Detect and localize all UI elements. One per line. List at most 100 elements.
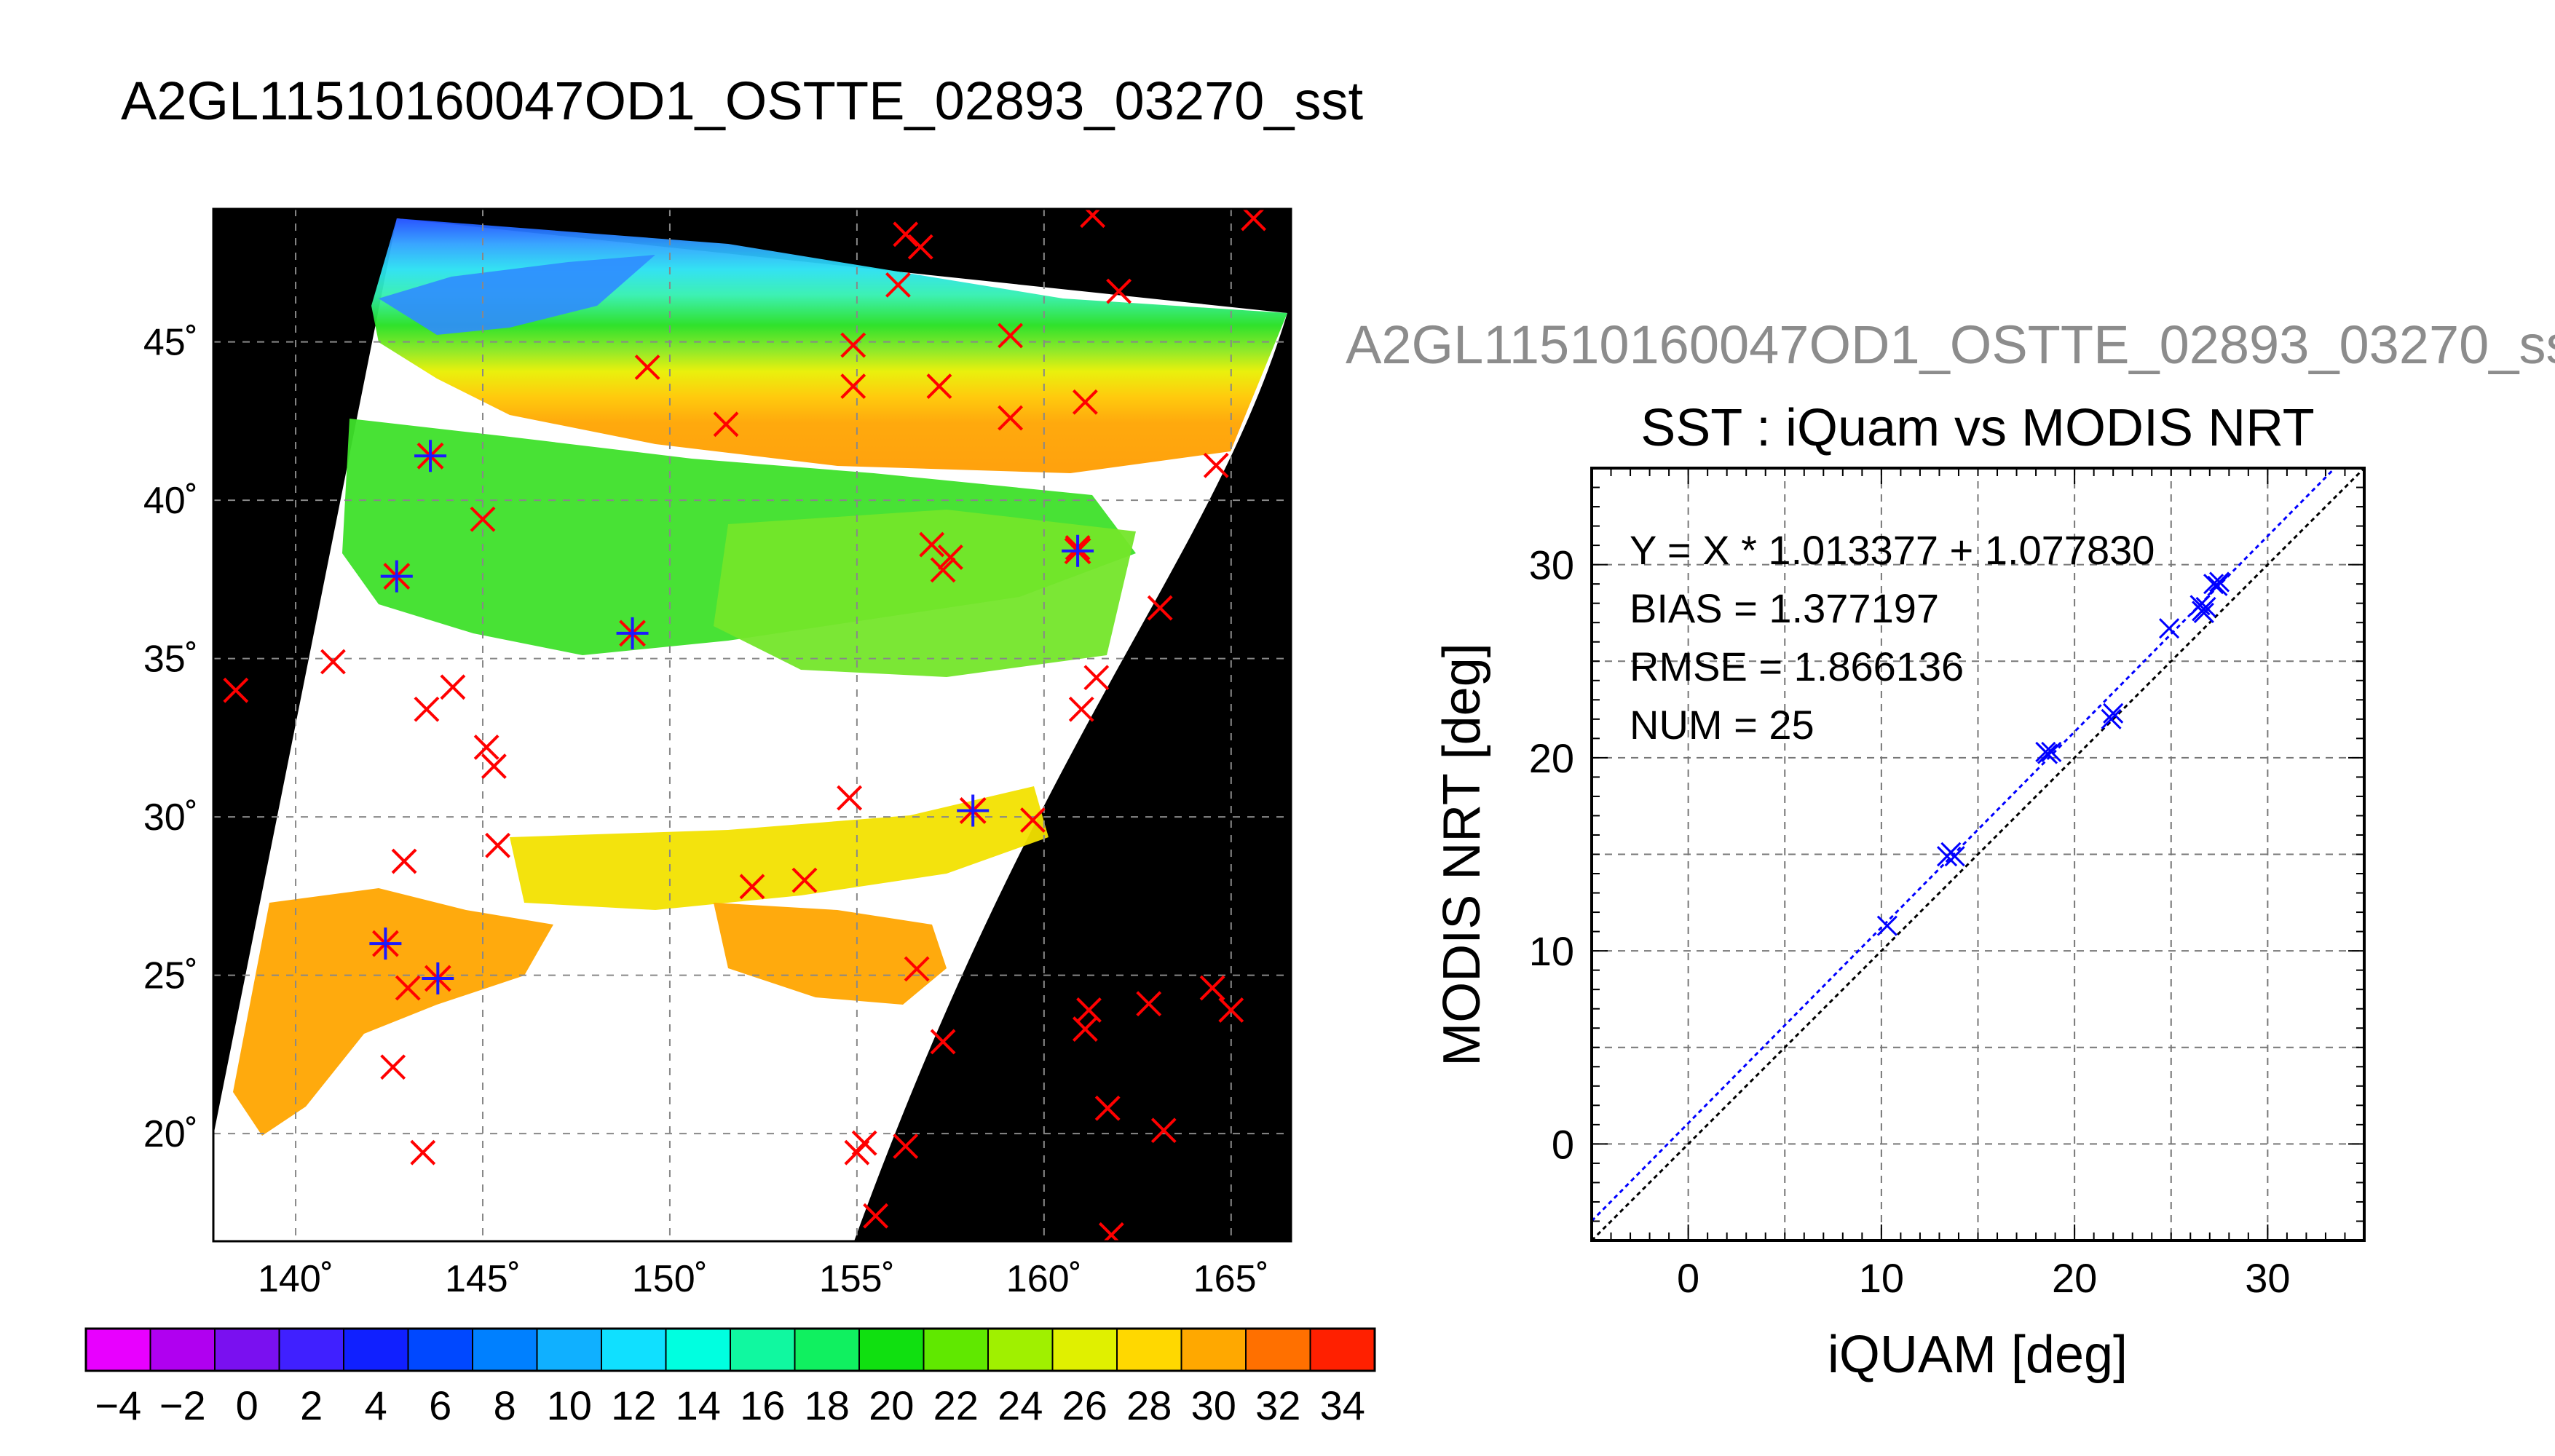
map-matchup-marker: [840, 332, 866, 358]
map-lon-tick-label: 165˚: [1193, 1258, 1269, 1300]
map-lat-tick-label: 45˚: [143, 322, 198, 364]
colorbar-tick-label: 8: [494, 1382, 516, 1428]
stats-annotation: Y = X * 1.013377 + 1.077830: [1630, 527, 2155, 573]
map-matchup-marker: [863, 1203, 888, 1229]
map-matchup-marker: [851, 1130, 877, 1156]
map-matchup-marker: [1150, 1117, 1177, 1144]
map-matchup-marker: [485, 832, 510, 858]
map-matchup-marker: [926, 373, 952, 399]
map-matchup-marker-used: [422, 962, 454, 994]
colorbar-tick-label: 28: [1126, 1382, 1172, 1428]
map-matchup-marker: [391, 848, 417, 874]
map-lon-tick-label: 155˚: [819, 1258, 895, 1300]
y-axis-label: MODIS NRT [deg]: [1433, 643, 1491, 1067]
map-matchup-marker: [320, 649, 346, 675]
map-matchup-marker: [930, 557, 956, 583]
colorbar-tick-label: 10: [547, 1382, 592, 1428]
map-frame: [212, 207, 1292, 1243]
map-matchup-marker: [1083, 665, 1110, 691]
map-matchup-marker: [1199, 975, 1225, 1001]
scatter-point: [2195, 596, 2216, 618]
map-matchup-marker: [380, 1054, 406, 1080]
colorbar-tick-label: −4: [95, 1382, 141, 1428]
identity-line: [1592, 468, 2364, 1241]
map-matchup-marker: [1241, 209, 1267, 232]
map-matchup-marker: [481, 753, 507, 779]
colorbar-segment: [1052, 1329, 1118, 1371]
colorbar-tick-label: 6: [429, 1382, 451, 1428]
map-lat-tick-label: 20˚: [143, 1113, 198, 1155]
colorbar-segment: [537, 1329, 602, 1371]
map-matchup-marker: [395, 975, 421, 1001]
colorbar-segment: [1117, 1329, 1182, 1371]
map-lat-tick-label: 25˚: [143, 955, 198, 997]
scatter-point: [2203, 574, 2224, 595]
map-matchup-marker: [1218, 997, 1244, 1023]
colorbar-tick-label: 0: [236, 1382, 258, 1428]
y-tick-label: 20: [1529, 735, 1574, 781]
chart-title: SST : iQuam vs MODIS NRT: [1640, 399, 2315, 457]
map-lon-tick-label: 140˚: [258, 1258, 333, 1300]
colorbar-segment: [408, 1329, 473, 1371]
colorbar-tick-label: 30: [1191, 1382, 1236, 1428]
sst-patch-japan-coast: [379, 255, 655, 335]
map-lat-tick-label: 30˚: [143, 796, 198, 839]
colorbar-segment: [923, 1329, 989, 1371]
x-tick-label: 10: [1859, 1255, 1904, 1301]
map-matchup-marker: [791, 867, 818, 893]
scatter-point: [2193, 602, 2214, 623]
colorbar-tick-label: 4: [365, 1382, 387, 1428]
x-tick-label: 20: [2052, 1255, 2097, 1301]
colorbar-segment: [859, 1329, 924, 1371]
map-matchup-marker: [904, 956, 930, 982]
map-lon-tick-label: 160˚: [1006, 1258, 1082, 1300]
colorbar-frame: [84, 1327, 1376, 1372]
colorbar-segment: [794, 1329, 860, 1371]
colorbar-tick-label: 24: [998, 1382, 1043, 1428]
stats-annotation: RMSE = 1.866136: [1630, 644, 1964, 689]
scatter-point: [1876, 915, 1898, 936]
colorbar-tick-label: 18: [805, 1382, 850, 1428]
map-matchup-marker: [837, 785, 863, 811]
map-matchup-marker: [739, 874, 765, 900]
colorbar-segment: [988, 1329, 1053, 1371]
sst-patch-south-east: [714, 903, 947, 1005]
scatter-point: [2037, 743, 2058, 764]
colorbar-segment: [601, 1329, 666, 1371]
map-matchup-marker: [840, 373, 866, 399]
colorbar-tick-label: 22: [933, 1382, 979, 1428]
map-matchup-marker-used: [380, 560, 413, 593]
map-matchup-marker-used: [957, 794, 990, 827]
scatter-overtitle: A2GL11510160047OD1_OSTTE_02893_03270_sst: [1346, 314, 2555, 375]
map-lat-tick-label: 40˚: [143, 480, 198, 522]
map-matchup-marker-used: [369, 927, 402, 960]
map-lat-tick-label: 35˚: [143, 638, 198, 681]
map-matchup-marker: [937, 545, 963, 570]
colorbar-segment: [1181, 1329, 1247, 1371]
map-matchup-marker-used: [1062, 534, 1094, 567]
scatter-point: [2159, 618, 2180, 639]
stats-annotation: BIAS = 1.377197: [1630, 585, 1939, 631]
colorbar-segment: [666, 1329, 731, 1371]
colorbar-tick-label: 2: [300, 1382, 323, 1428]
colorbar-tick-label: 20: [869, 1382, 914, 1428]
map-matchup-marker: [634, 355, 660, 380]
colorbar-tick-label: 26: [1062, 1382, 1107, 1428]
y-tick-label: 0: [1552, 1121, 1574, 1167]
map-matchup-marker: [930, 1029, 956, 1055]
map-lon-tick-label: 150˚: [632, 1258, 708, 1300]
colorbar-segment: [279, 1329, 344, 1371]
scatter-point: [2101, 708, 2122, 729]
map-matchup-marker: [1203, 452, 1229, 478]
map-matchup-marker: [1080, 209, 1106, 229]
map-matchup-marker: [1020, 807, 1046, 833]
map-matchup-marker: [907, 234, 933, 260]
y-tick-label: 30: [1529, 542, 1574, 588]
map-matchup-marker: [998, 323, 1023, 349]
x-tick-label: 0: [1677, 1255, 1699, 1301]
colorbar-segment: [1246, 1329, 1311, 1371]
scatter-point: [2209, 571, 2230, 593]
map-matchup-marker: [885, 272, 911, 298]
